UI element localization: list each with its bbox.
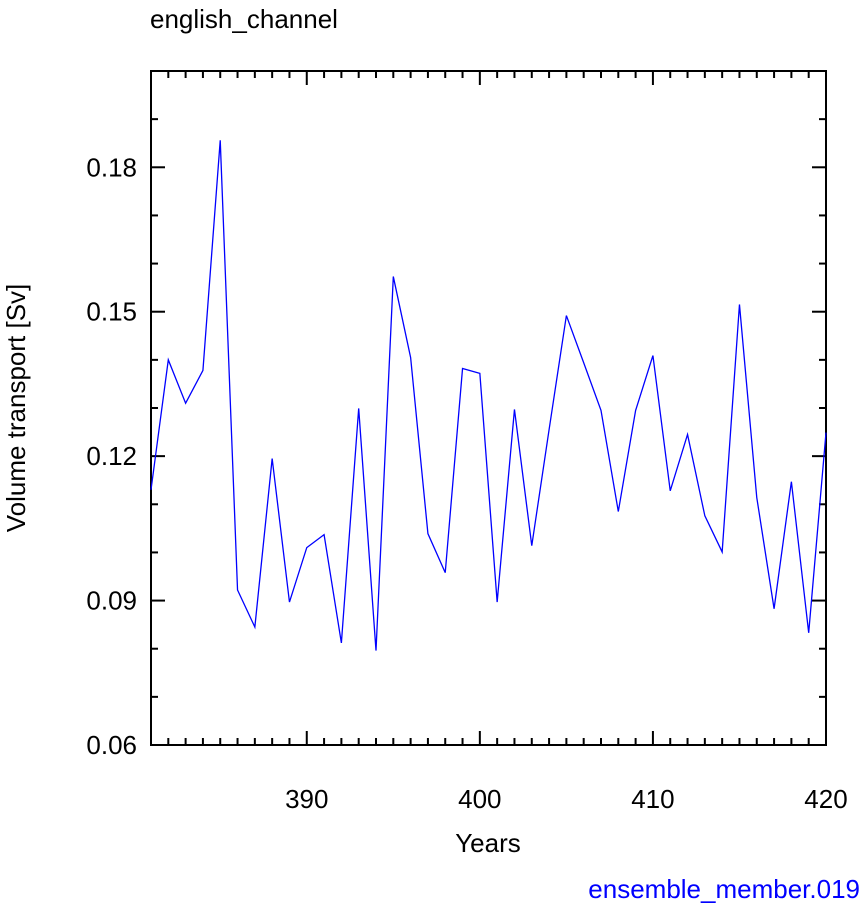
x-tick-label: 420	[804, 784, 847, 814]
y-axis-label: Volume transport [Sv]	[1, 284, 31, 533]
y-tick-label: 0.09	[86, 586, 137, 616]
annotation: ensemble_member.019	[588, 874, 860, 904]
x-tick-label: 400	[458, 784, 501, 814]
y-tick-label: 0.15	[86, 297, 137, 327]
data-line	[150, 140, 827, 651]
y-tick-label: 0.12	[86, 441, 137, 471]
y-tick-label: 0.18	[86, 152, 137, 182]
x-tick-label: 410	[631, 784, 674, 814]
chart-title: english_channel	[150, 4, 338, 34]
x-tick-label: 390	[285, 784, 328, 814]
plot-frame	[150, 70, 827, 746]
x-axis-label: Years	[455, 828, 521, 858]
y-tick-label: 0.06	[86, 730, 137, 760]
